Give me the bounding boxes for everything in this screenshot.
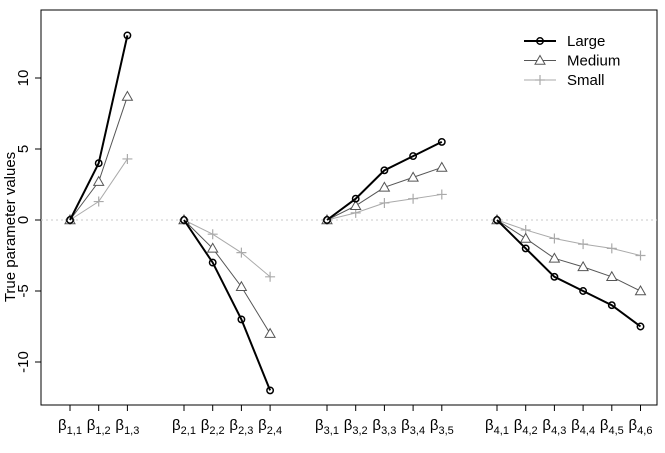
point-medium-beta3 — [435, 161, 448, 172]
x-tick-label: β3,5 — [430, 417, 454, 437]
point-medium-beta4 — [605, 270, 618, 282]
legend-label: Small — [567, 72, 605, 89]
point-large-beta4 — [636, 322, 645, 331]
x-tick-label: β2,3 — [229, 417, 253, 437]
y-tick-label: -5 — [15, 284, 32, 297]
x-tick-label: β4,6 — [629, 417, 653, 437]
y-tick-label: 5 — [15, 145, 32, 153]
point-medium-beta2 — [264, 327, 276, 338]
point-medium-beta3 — [378, 181, 391, 192]
point-large-beta2 — [208, 258, 217, 267]
point-large-beta3 — [351, 194, 360, 203]
point-small-beta2 — [207, 229, 218, 240]
series-line-small-beta1 — [69, 158, 128, 221]
legend-marker — [534, 54, 546, 65]
point-large-beta2 — [266, 386, 275, 395]
y-tick-label: 10 — [15, 70, 32, 87]
point-medium-beta3 — [407, 171, 419, 182]
point-small-beta2 — [265, 271, 276, 282]
point-small-beta1 — [122, 153, 133, 164]
series-layer — [64, 31, 647, 395]
series-line-small-beta2 — [183, 219, 271, 278]
series-line-medium-beta4 — [496, 219, 641, 292]
x-tick-label: β4,3 — [542, 417, 566, 437]
x-axis: β1,1 β1,2 β1,3 β2,1 β2,2 β2,3 β2,4 β3,1 β3,2 β3,3… — [58, 405, 652, 437]
y-axis: -10 -5 0 5 10 — [15, 70, 41, 373]
point-medium-beta2 — [206, 242, 219, 253]
point-large-beta1 — [94, 159, 103, 168]
point-medium-beta4 — [577, 260, 589, 272]
point-small-beta3 — [379, 197, 390, 208]
plot-frame-border — [40, 9, 658, 406]
point-medium-beta1 — [92, 175, 105, 186]
x-tick-label: β2,1 — [172, 417, 196, 437]
x-tick-label: β3,3 — [372, 417, 396, 437]
x-tick-label: β4,1 — [485, 417, 509, 437]
y-tick-label: 0 — [15, 216, 32, 224]
point-large-beta3 — [437, 137, 446, 146]
legend: Large Medium Small — [524, 33, 620, 89]
x-tick-label: β1,1 — [58, 417, 82, 437]
point-small-beta3 — [408, 193, 419, 204]
series-line-small-beta4 — [496, 219, 641, 256]
point-small-beta2 — [236, 247, 247, 258]
point-small-beta4 — [606, 243, 617, 254]
series-line-medium-beta2 — [183, 219, 271, 334]
point-large-beta4 — [579, 287, 588, 295]
point-small-beta3 — [436, 189, 447, 200]
x-tick-label: β2,4 — [258, 417, 282, 437]
plot-area — [40, 9, 658, 406]
point-large-beta4 — [607, 301, 616, 310]
series-line-medium-beta3 — [326, 166, 442, 221]
x-tick-label: β1,3 — [115, 417, 139, 437]
point-small-beta4 — [635, 250, 646, 261]
point-large-beta2 — [237, 315, 246, 324]
point-large-beta3 — [323, 216, 331, 224]
point-medium-beta4 — [519, 232, 532, 243]
point-large-beta3 — [380, 166, 389, 175]
x-tick-label: β3,4 — [401, 417, 425, 437]
series-line-large-beta2 — [183, 219, 272, 391]
point-medium-beta4 — [634, 284, 647, 296]
y-tick-label: -10 — [15, 351, 32, 373]
point-large-beta2 — [180, 216, 188, 224]
point-large-beta1 — [123, 31, 132, 40]
series-line-large-beta1 — [69, 35, 129, 221]
x-tick-label: β2,2 — [201, 417, 225, 437]
point-small-beta1 — [93, 196, 104, 207]
legend-marker — [536, 37, 544, 45]
point-medium-beta2 — [235, 280, 248, 291]
legend-marker — [535, 75, 545, 85]
series-line-large-beta4 — [496, 219, 642, 328]
point-large-beta4 — [493, 216, 501, 224]
y-axis-label: True parameter values — [2, 152, 19, 302]
legend-label: Large — [567, 33, 605, 50]
point-medium-beta3 — [349, 199, 362, 211]
x-tick-label: β1,2 — [87, 417, 111, 437]
point-small-beta4 — [578, 239, 589, 250]
series-line-large-beta3 — [326, 141, 443, 221]
x-tick-label: β4,4 — [571, 417, 595, 437]
x-tick-label: β4,5 — [600, 417, 624, 437]
point-large-beta4 — [521, 244, 530, 253]
point-small-beta4 — [549, 233, 560, 244]
point-medium-beta1 — [121, 90, 134, 101]
x-tick-label: β4,2 — [514, 417, 538, 437]
x-tick-label: β3,2 — [344, 417, 368, 437]
point-medium-beta4 — [548, 252, 561, 263]
point-large-beta3 — [409, 152, 418, 161]
point-large-beta1 — [66, 216, 74, 224]
x-tick-label: β3,1 — [315, 417, 339, 437]
point-large-beta4 — [550, 272, 559, 281]
legend-label: Medium — [567, 53, 620, 70]
